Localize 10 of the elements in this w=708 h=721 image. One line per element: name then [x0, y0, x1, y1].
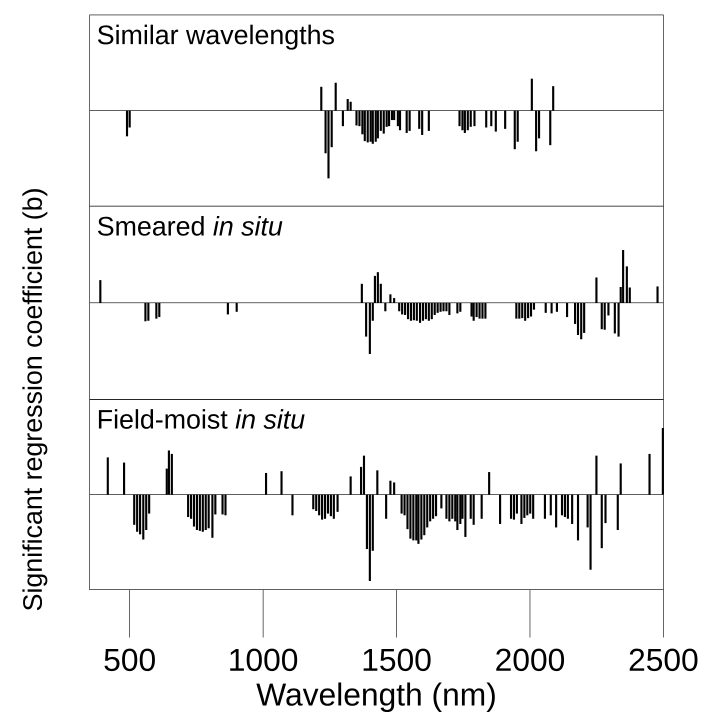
x-tick-label: 2500	[630, 648, 698, 672]
x-tick-label: 500	[104, 648, 156, 672]
chart-title: Similar wavelengths	[98, 24, 334, 50]
chart-title: Smeared in situ	[98, 216, 282, 236]
x-tick-label: 1500	[364, 648, 431, 672]
x-tick-label: 2000	[496, 648, 564, 672]
x-tick-label: 1000	[230, 648, 298, 672]
chart-title: Field-moist in situ	[99, 409, 305, 429]
x-axis-title: Wavelength (nm)	[256, 682, 495, 712]
y-axis-title: Significant regression coefficient (b)	[22, 189, 48, 610]
